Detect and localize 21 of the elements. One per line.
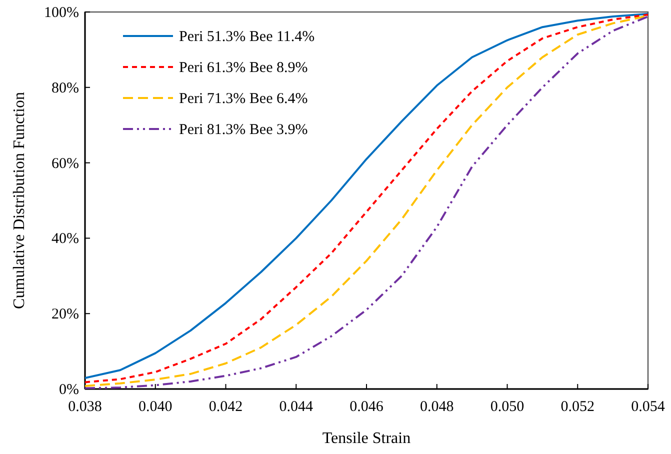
y-tick-label: 60% bbox=[52, 156, 79, 172]
x-tick-label: 0.040 bbox=[138, 399, 172, 415]
x-tick-label: 0.050 bbox=[490, 399, 524, 415]
y-tick-label: 100% bbox=[44, 5, 79, 21]
x-axis-title: Tensile Strain bbox=[322, 430, 411, 447]
x-tick-label: 0.048 bbox=[420, 399, 454, 415]
legend-label: Peri 71.3% Bee 6.4% bbox=[179, 91, 308, 107]
y-tick-label: 20% bbox=[52, 306, 79, 323]
x-tick-label: 0.042 bbox=[208, 399, 243, 415]
x-tick-label: 0.038 bbox=[68, 399, 102, 415]
x-tick-label: 0.046 bbox=[350, 399, 384, 415]
x-tick-label: 0.054 bbox=[631, 399, 666, 415]
y-tick-label: 80% bbox=[52, 80, 79, 96]
legend-label: Peri 81.3% Bee 3.9% bbox=[179, 122, 308, 138]
y-tick-label: 40% bbox=[52, 231, 79, 248]
y-axis-title: Cumulative Distribution Function bbox=[11, 92, 28, 309]
y-tick-label: 0% bbox=[59, 382, 79, 398]
x-tick-label: 0.044 bbox=[279, 399, 314, 415]
legend-label: Peri 61.3% Bee 8.9% bbox=[179, 60, 308, 76]
legend-label: Peri 51.3% Bee 11.4% bbox=[179, 29, 315, 45]
x-tick-label: 0.052 bbox=[560, 399, 594, 415]
